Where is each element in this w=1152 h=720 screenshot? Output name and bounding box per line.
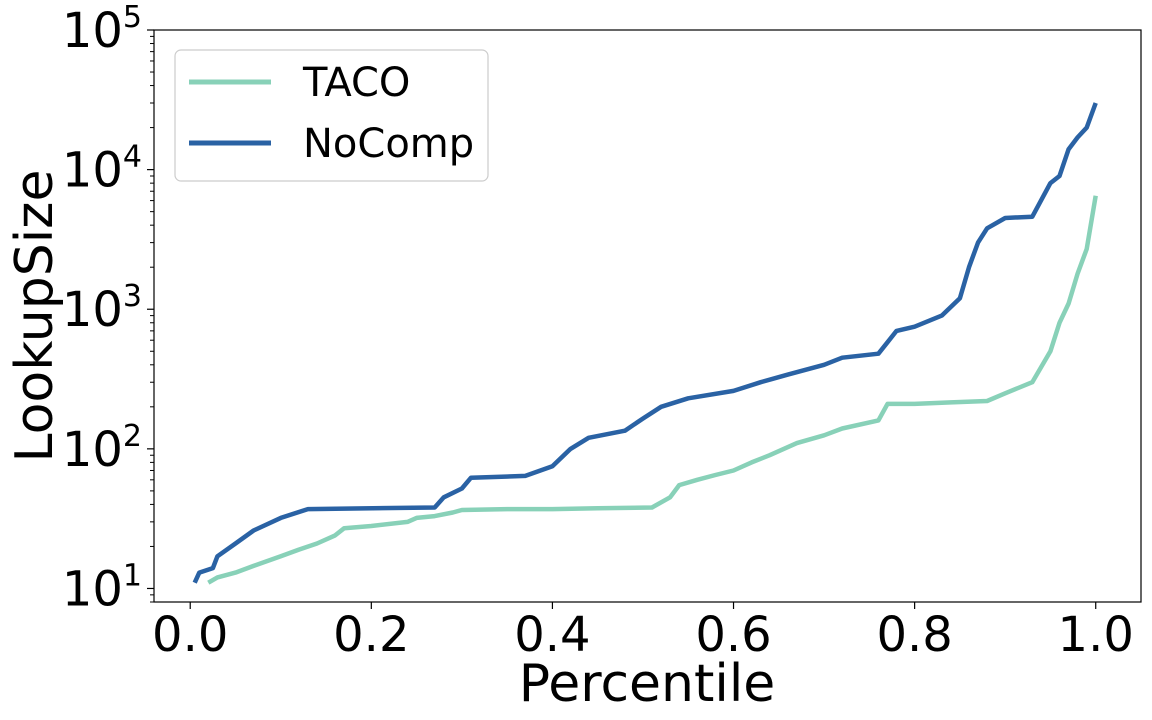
y-tick-label: 101: [62, 558, 142, 617]
series-layer: [192, 102, 1098, 585]
y-tick-label: 105: [62, 0, 142, 59]
series-line-nocomp: [192, 102, 1098, 584]
y-tick-label: 103: [62, 279, 142, 338]
legend: TACO NoComp: [174, 49, 489, 182]
y-axis: 101 102 103 104 105: [62, 0, 154, 617]
x-tick-label: 0.6: [695, 607, 771, 663]
x-tick-label: 0.2: [333, 607, 409, 663]
x-axis-label: Percentile: [519, 654, 776, 714]
y-axis-label: LookupSize: [5, 170, 65, 463]
series-line-taco: [207, 195, 1098, 585]
legend-label-taco: TACO: [302, 60, 410, 106]
x-tick-label: 0.4: [514, 607, 590, 663]
y-tick-label: 104: [62, 140, 142, 199]
x-tick-label: 0.0: [152, 607, 228, 663]
legend-label-nocomp: NoComp: [303, 121, 474, 167]
x-axis: 0.0 0.2 0.4 0.6 0.8 1.0: [152, 602, 1134, 663]
x-tick-label: 1.0: [1058, 607, 1134, 663]
y-tick-label: 102: [62, 419, 142, 478]
x-tick-label: 0.8: [876, 607, 952, 663]
